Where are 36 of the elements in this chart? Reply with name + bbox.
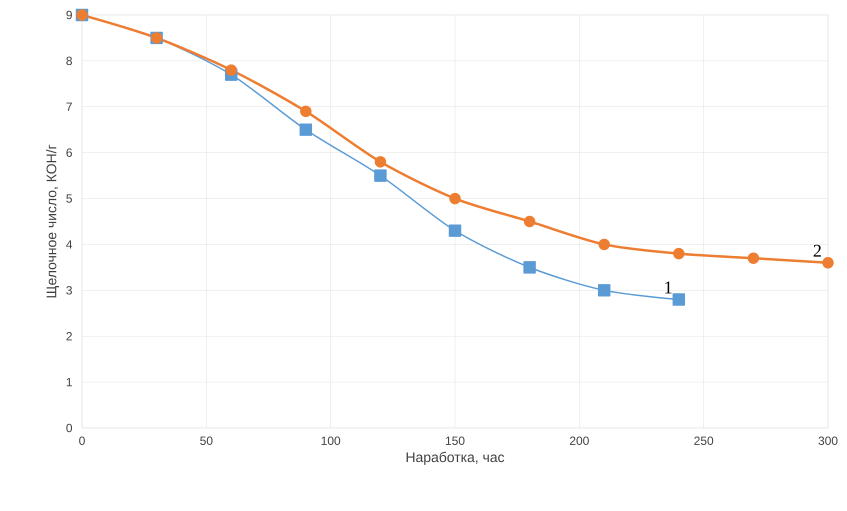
x-tick-label: 150 xyxy=(446,436,465,445)
point xyxy=(300,123,312,136)
y-tick-label: 2 xyxy=(66,332,72,340)
y-axis-title: Щелочное число, КОН/г xyxy=(46,144,60,298)
series-label: 1 xyxy=(665,281,672,294)
x-tick-label: 250 xyxy=(694,436,714,445)
x-tick-label: 0 xyxy=(79,436,85,445)
point xyxy=(523,261,536,274)
point xyxy=(748,252,760,264)
point xyxy=(374,156,386,168)
point xyxy=(225,64,237,76)
x-tick-label: 300 xyxy=(818,436,838,445)
y-tick-label: 5 xyxy=(66,194,72,203)
point xyxy=(822,257,834,269)
x-tick-label: 50 xyxy=(200,436,213,445)
point xyxy=(448,224,462,237)
x-axis-title: Наработка, час xyxy=(406,452,504,465)
x-tick-label: 200 xyxy=(570,436,589,445)
y-tick-label: 0 xyxy=(66,424,72,432)
point xyxy=(598,284,610,297)
point xyxy=(374,169,387,182)
point xyxy=(524,216,536,228)
point xyxy=(672,293,686,306)
point xyxy=(449,192,461,204)
point xyxy=(673,248,685,260)
y-tick-label: 7 xyxy=(66,102,72,111)
y-tick-label: 9 xyxy=(66,10,72,20)
y-tick-label: 3 xyxy=(66,286,72,295)
point xyxy=(598,238,610,250)
point xyxy=(300,106,312,118)
series-label: 2 xyxy=(814,244,821,257)
x-tick-label: 100 xyxy=(322,436,340,445)
y-tick-label: 8 xyxy=(66,56,72,66)
y-tick-label: 4 xyxy=(66,240,72,249)
y-tick-label: 1 xyxy=(66,378,72,386)
y-tick-label: 6 xyxy=(66,148,72,157)
